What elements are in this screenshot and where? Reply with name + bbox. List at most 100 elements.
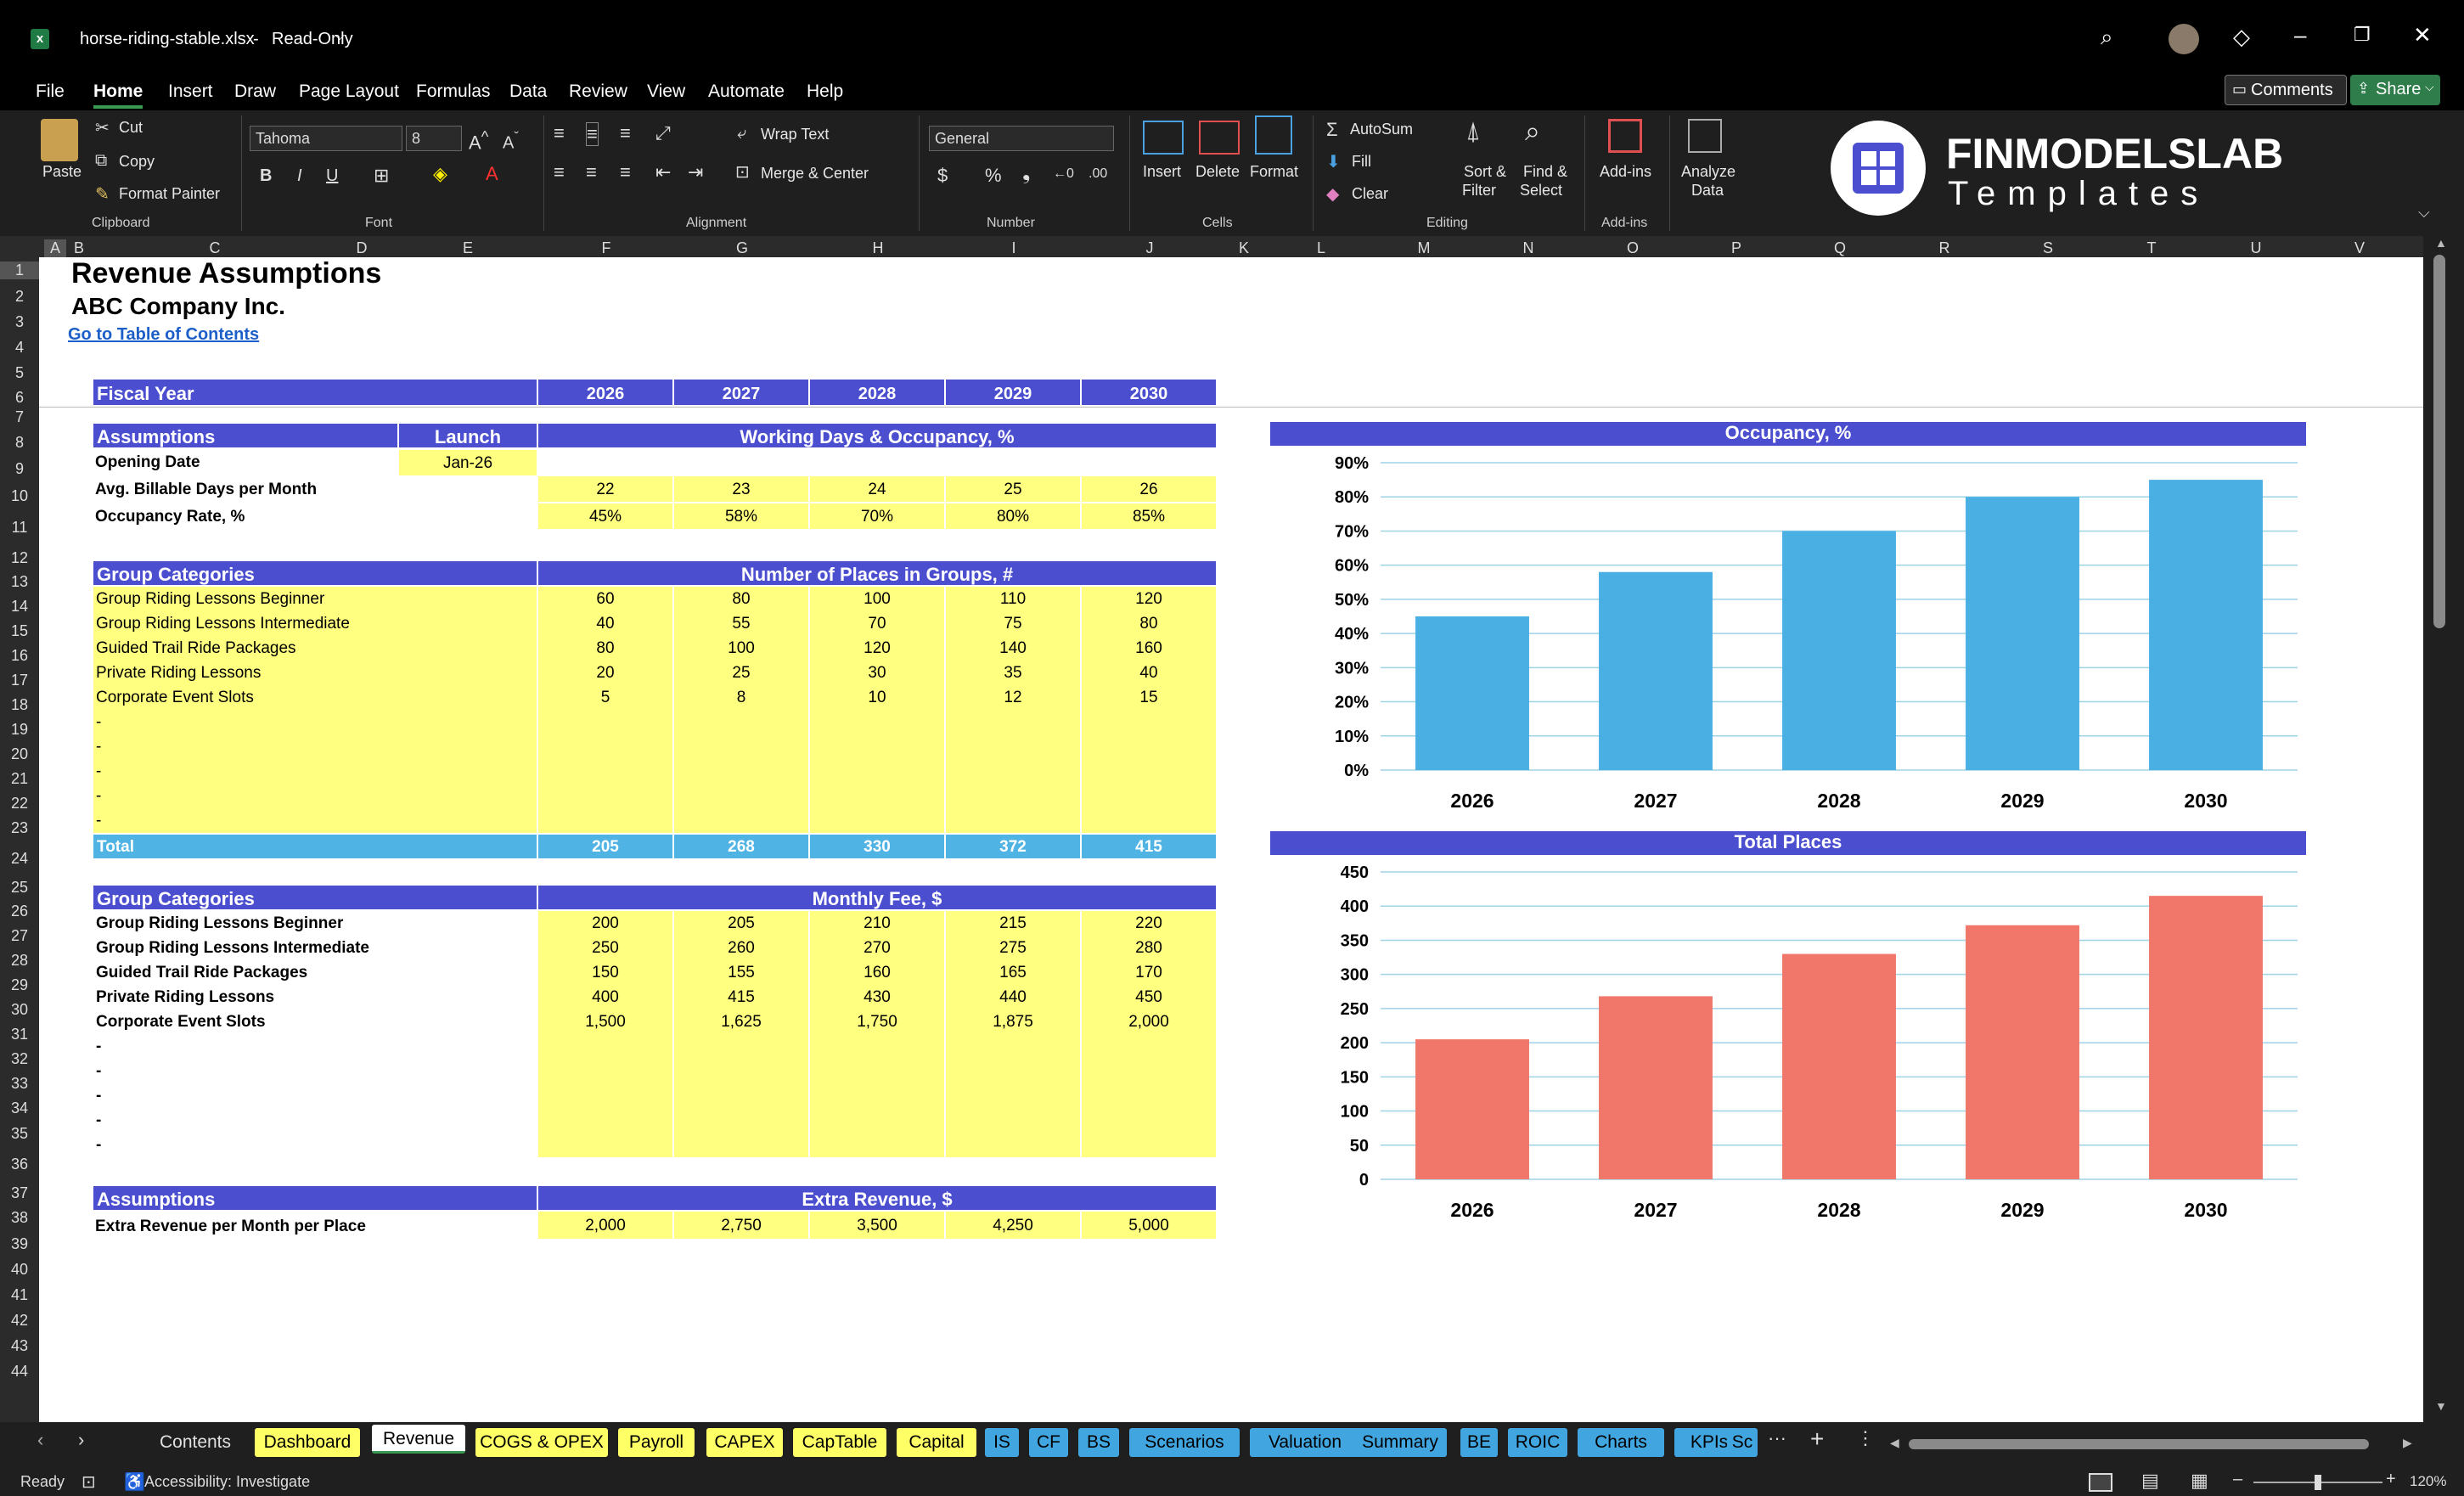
places-row-7-2028[interactable] <box>810 759 945 784</box>
places-row-8-2027[interactable] <box>674 784 809 808</box>
fill-button[interactable]: Fill <box>1352 153 1371 170</box>
fees-row-0-2027[interactable]: 205 <box>674 911 809 936</box>
decrease-font-icon[interactable]: Aˇ <box>503 129 519 153</box>
fees-row-8-2029[interactable] <box>946 1108 1081 1133</box>
autosum-button[interactable]: AutoSum <box>1350 121 1414 138</box>
tab-be[interactable]: BE <box>1460 1428 1498 1457</box>
tab-cogs-opex[interactable]: COGS & OPEX <box>475 1428 608 1457</box>
row-header-20[interactable]: 20 <box>10 745 29 762</box>
fees-row-1-2030[interactable]: 280 <box>1082 936 1217 960</box>
toc-link[interactable]: Go to Table of Contents <box>68 325 260 344</box>
places-row-0-2027[interactable]: 80 <box>674 587 809 611</box>
fees-row-9-2026[interactable] <box>538 1133 673 1157</box>
tab-capex[interactable]: CAPEX <box>706 1428 783 1457</box>
fees-row-3-2029[interactable]: 440 <box>946 985 1081 1010</box>
row-header-41[interactable]: 41 <box>10 1286 29 1303</box>
menu-help[interactable]: Help <box>807 82 844 101</box>
occupancy-rate-2026[interactable]: 45% <box>538 503 673 529</box>
menu-insert[interactable]: Insert <box>168 82 213 101</box>
fees-row-4-2027[interactable]: 1,625 <box>674 1010 809 1034</box>
places-row-1-2029[interactable]: 75 <box>946 611 1081 636</box>
fees-row-9-2027[interactable] <box>674 1133 809 1157</box>
row-header-12[interactable]: 12 <box>10 549 29 566</box>
row-header-40[interactable]: 40 <box>10 1261 29 1278</box>
cut-button[interactable]: Cut <box>119 119 143 136</box>
places-row-8-2028[interactable] <box>810 784 945 808</box>
fees-row-2-2026[interactable]: 150 <box>538 960 673 985</box>
scroll-up-icon[interactable]: ▲ <box>2435 236 2447 250</box>
fees-row-7-2027[interactable] <box>674 1083 809 1108</box>
places-row-9-2030[interactable] <box>1082 808 1217 833</box>
places-total-2027[interactable]: 268 <box>674 835 809 858</box>
col-header-e[interactable]: E <box>462 239 473 256</box>
row-header-28[interactable]: 28 <box>10 952 29 969</box>
occupancy-rate-2029[interactable]: 80% <box>946 503 1081 529</box>
scroll-down-icon[interactable]: ▼ <box>2435 1399 2447 1413</box>
extra-revenue-2027[interactable]: 2,750 <box>674 1212 809 1239</box>
fees-row-4-2026[interactable]: 1,500 <box>538 1010 673 1034</box>
row-header-31[interactable]: 31 <box>10 1026 29 1043</box>
col-header-c[interactable]: C <box>209 239 221 256</box>
find-select-line1[interactable]: Find & <box>1523 163 1568 180</box>
row-header-25[interactable]: 25 <box>10 879 29 896</box>
macro-record-icon[interactable]: ⊡ <box>82 1473 96 1492</box>
places-total-2030[interactable]: 415 <box>1082 835 1217 858</box>
places-row-2-2027[interactable]: 100 <box>674 636 809 661</box>
fees-row-6-2029[interactable] <box>946 1059 1081 1083</box>
fees-row-3-2030[interactable]: 450 <box>1082 985 1217 1010</box>
fees-row-5-2029[interactable] <box>946 1034 1081 1059</box>
tab-sc[interactable]: Sc <box>1727 1428 1758 1457</box>
tab-scroll-right-icon[interactable]: › <box>78 1429 85 1450</box>
row-header-3[interactable]: 3 <box>14 313 24 330</box>
places-row-5-2030[interactable] <box>1082 710 1217 734</box>
row-header-34[interactable]: 34 <box>10 1100 29 1116</box>
row-header-39[interactable]: 39 <box>10 1235 29 1252</box>
places-row-7-2026[interactable] <box>538 759 673 784</box>
places-row-3-2028[interactable]: 30 <box>810 661 945 685</box>
places-row-2-2028[interactable]: 120 <box>810 636 945 661</box>
font-size-select[interactable]: 8 <box>406 126 462 151</box>
fill-color-icon[interactable]: ◈ <box>433 163 447 184</box>
horizontal-scrollbar[interactable]: ◀ ▶ <box>1890 1436 2416 1453</box>
places-row-5-2027[interactable] <box>674 710 809 734</box>
share-button[interactable]: ⇪ Share ⌵ <box>2350 75 2440 105</box>
worksheet-grid[interactable]: Revenue Assumptions ABC Company Inc. Go … <box>39 257 2423 1422</box>
horizontal-scroll-thumb[interactable] <box>1909 1439 2369 1449</box>
zoom-slider-thumb[interactable] <box>2315 1475 2321 1490</box>
occupancy-rate-2030[interactable]: 85% <box>1082 503 1217 529</box>
tab-charts[interactable]: Charts <box>1578 1428 1664 1457</box>
fees-row-5-2030[interactable] <box>1082 1034 1217 1059</box>
vertical-scroll-thumb[interactable] <box>2433 255 2445 628</box>
fees-row-3-2027[interactable]: 415 <box>674 985 809 1010</box>
fees-row-8-2027[interactable] <box>674 1108 809 1133</box>
bold-icon[interactable]: B <box>260 166 273 185</box>
add-sheet-icon[interactable]: + <box>1810 1426 1825 1452</box>
fees-row-1-2028[interactable]: 270 <box>810 936 945 960</box>
places-row-6-2027[interactable] <box>674 734 809 759</box>
row-header-4[interactable]: 4 <box>14 339 24 356</box>
more-sheets-icon[interactable]: ··· <box>1768 1427 1786 1448</box>
row-header-2[interactable]: 2 <box>14 288 24 305</box>
places-row-4-2029[interactable]: 12 <box>946 685 1081 710</box>
places-row-1-2030[interactable]: 80 <box>1082 611 1217 636</box>
diamond-icon[interactable]: ◇ <box>2233 24 2250 49</box>
collapse-ribbon-icon[interactable]: ⌵ <box>2418 204 2430 221</box>
tab-roic[interactable]: ROIC <box>1508 1428 1567 1457</box>
orientation-icon[interactable]: ⤢ <box>655 122 671 143</box>
fees-row-7-2029[interactable] <box>946 1083 1081 1108</box>
places-row-8-2030[interactable] <box>1082 784 1217 808</box>
col-header-a[interactable]: A <box>44 239 66 257</box>
fees-row-1-2026[interactable]: 250 <box>538 936 673 960</box>
fees-row-1-2027[interactable]: 260 <box>674 936 809 960</box>
col-header-l[interactable]: L <box>1316 239 1325 256</box>
borders-icon[interactable]: ⊞ <box>374 165 390 186</box>
menu-draw[interactable]: Draw <box>234 82 277 101</box>
col-header-t[interactable]: T <box>2146 239 2157 256</box>
billable-days-2028[interactable]: 24 <box>810 476 945 502</box>
fees-row-5-2027[interactable] <box>674 1034 809 1059</box>
decrease-indent-icon[interactable]: ⇤ <box>655 161 672 183</box>
col-header-i[interactable]: I <box>1011 239 1016 256</box>
window-mode[interactable]: Read-Only <box>272 30 353 48</box>
fees-row-2-2027[interactable]: 155 <box>674 960 809 985</box>
search-icon[interactable]: ⌕ <box>2101 24 2113 49</box>
